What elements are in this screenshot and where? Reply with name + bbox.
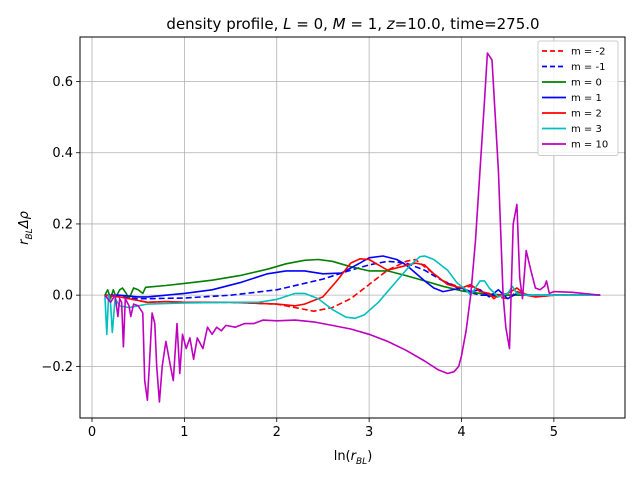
y-axis-label: rBLΔρ: [17, 210, 35, 244]
y-axis-ticks: −0.2 0.0 0.2 0.4 0.6: [41, 75, 80, 375]
x-tick-label: 2: [273, 425, 281, 440]
series-line-3: [104, 258, 601, 300]
x-axis-label: ln(rBL): [334, 449, 373, 467]
x-tick-label: 4: [457, 425, 465, 440]
y-tick-label: 0.0: [52, 289, 73, 304]
legend: m = -2 m = -1 m = 0 m = 1 m = 2 m = 3 m = 10: [537, 40, 619, 156]
legend-label: m = 2: [571, 109, 602, 120]
x-tick-label: 1: [180, 425, 188, 440]
plot-area-frame: [79, 36, 626, 419]
legend-label: m = -2: [571, 47, 605, 58]
legend-label: m = 0: [571, 78, 602, 89]
legend-box: [537, 40, 619, 156]
series-layer: [104, 52, 601, 403]
legend-label: m = 10: [571, 140, 608, 151]
x-tick-label: 3: [365, 425, 373, 440]
chart-title: density profile, L = 0, M = 1, z=10.0, t…: [166, 15, 539, 33]
y-tick-label: 0.6: [52, 75, 73, 90]
x-axis-ticks: 0 1 2 3 4 5: [88, 418, 558, 440]
x-tick-label: 0: [88, 425, 96, 440]
x-tick-label: 5: [550, 425, 558, 440]
legend-label: m = 1: [571, 93, 602, 104]
series-line-7: [104, 52, 601, 403]
y-tick-label: 0.2: [52, 217, 73, 232]
y-tick-label: −0.2: [41, 360, 73, 375]
series-line-6: [104, 255, 601, 336]
series-line-4: [104, 255, 601, 300]
legend-label: m = -1: [571, 62, 605, 73]
legend-label: m = 3: [571, 124, 602, 135]
y-tick-label: 0.4: [52, 146, 73, 161]
